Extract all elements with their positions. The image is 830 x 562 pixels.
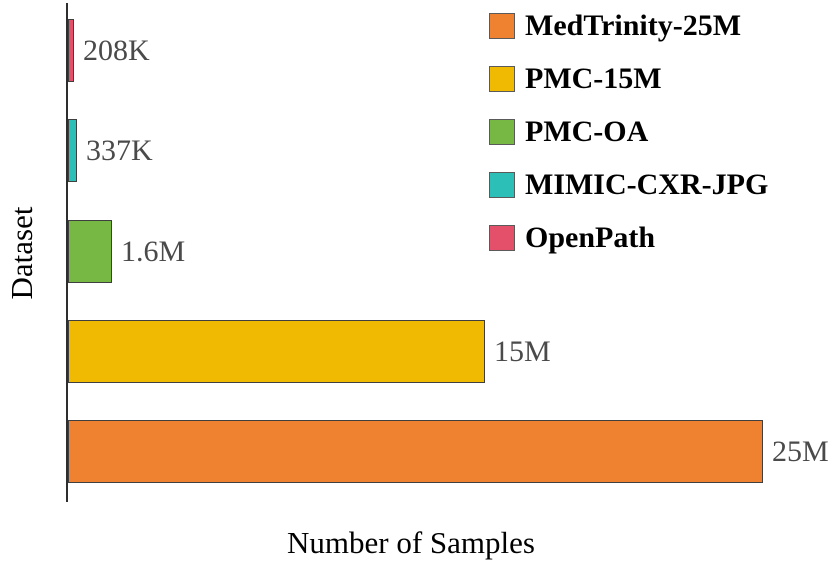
legend-item-mimic-cxr-jpg: MIMIC-CXR-JPG (489, 168, 769, 201)
legend-swatch-medtrinity-25m (489, 13, 515, 39)
legend-item-label: PMC-15M (525, 62, 662, 95)
bar-pmc-15m (68, 320, 485, 383)
bar-value-label-openpath: 208K (83, 33, 150, 67)
legend-item-pmc-oa: PMC-OA (489, 115, 768, 148)
legend-item-label: OpenPath (525, 221, 656, 254)
bar-openpath (68, 19, 74, 82)
legend-item-pmc-15m: PMC-15M (489, 62, 768, 95)
bar-value-label-mimic-cxr-jpg: 337K (86, 133, 153, 167)
y-axis-title: Dataset (4, 206, 39, 300)
bar-pmc-oa (68, 220, 112, 283)
legend-item-medtrinity-25m: MedTrinity-25M (489, 9, 768, 42)
bar-value-label-pmc-15m: 15M (494, 334, 551, 368)
legend-item-label: PMC-OA (525, 115, 649, 148)
y-axis-line (66, 3, 68, 502)
legend: MedTrinity-25M PMC-15M PMC-OA MIMIC-CXR-JPG… (489, 9, 769, 278)
legend-swatch-openpath (489, 225, 515, 251)
bar-value-label-pmc-oa: 1.6M (121, 234, 186, 268)
x-axis-title: Number of Samples (287, 525, 535, 560)
legend-swatch-mimic-cxr-jpg (489, 172, 515, 198)
legend-item-label: MedTrinity-25M (525, 9, 742, 42)
legend-item-label: MIMIC-CXR-JPG (525, 168, 769, 201)
bar-mimic-cxr-jpg (68, 119, 77, 182)
legend-swatch-pmc-15m (489, 66, 515, 92)
legend-item-openpath: OpenPath (489, 221, 768, 254)
bar-medtrinity-25m (68, 420, 763, 483)
bar-value-label-medtrinity-25m: 25M (772, 434, 829, 468)
legend-swatch-pmc-oa (489, 119, 515, 145)
